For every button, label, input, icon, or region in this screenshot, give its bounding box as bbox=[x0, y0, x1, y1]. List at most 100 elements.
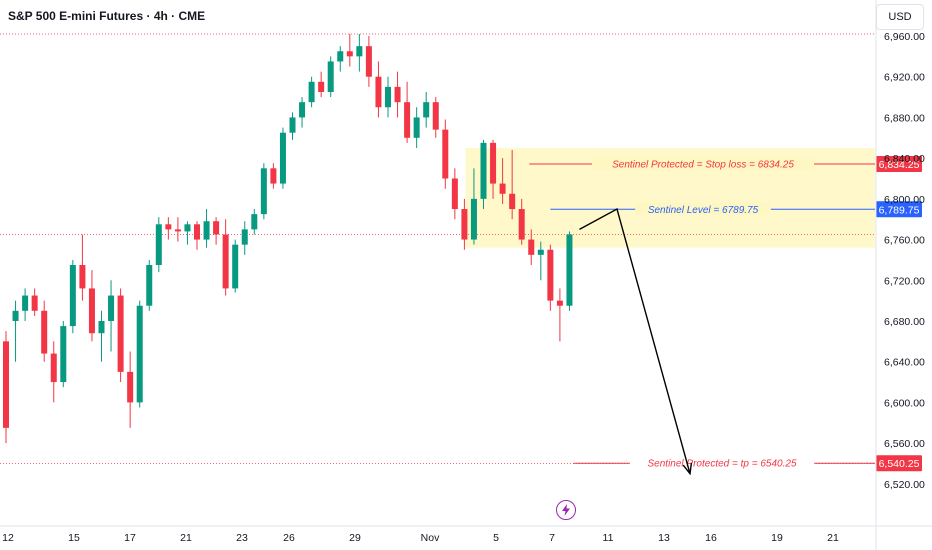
price-tag-text-level: 6,789.75 bbox=[879, 204, 920, 216]
candle-body bbox=[356, 46, 363, 57]
candle-body bbox=[365, 46, 372, 77]
candle-body bbox=[327, 61, 334, 92]
candle-body bbox=[127, 371, 134, 403]
x-tick-label: 12 bbox=[2, 532, 14, 544]
candle-body bbox=[394, 86, 401, 103]
candle-body bbox=[60, 326, 67, 383]
x-tick-label: 11 bbox=[603, 532, 614, 544]
candle-body bbox=[509, 193, 516, 210]
level-label-level: Sentinel Level = 6789.75 bbox=[648, 205, 759, 216]
candle-body bbox=[499, 183, 506, 194]
y-tick-label: 6,680.00 bbox=[884, 316, 925, 328]
candle-body bbox=[413, 117, 420, 138]
candle-body bbox=[547, 249, 554, 301]
candle-body bbox=[461, 209, 468, 240]
candle-body bbox=[194, 224, 200, 240]
candle-body bbox=[451, 178, 458, 210]
candle-body bbox=[480, 142, 487, 199]
candle-body bbox=[184, 224, 191, 232]
x-tick-label: 15 bbox=[68, 532, 80, 544]
level-label-bg bbox=[629, 456, 815, 470]
candle-body bbox=[490, 142, 497, 184]
level-label-bg bbox=[592, 156, 814, 170]
y-tick-label: 6,960.00 bbox=[884, 31, 925, 43]
candle-body bbox=[432, 102, 439, 130]
level-label-bg bbox=[635, 202, 771, 216]
candle-body bbox=[442, 129, 449, 179]
y-tick-label: 6,880.00 bbox=[884, 112, 925, 124]
candle-body bbox=[241, 229, 248, 245]
y-tick-label: 6,560.00 bbox=[884, 438, 925, 450]
candle-body bbox=[203, 221, 210, 240]
x-tick-label: 26 bbox=[283, 532, 295, 544]
projection-arrowhead bbox=[682, 462, 693, 476]
price-tag-text-tp: 6,540.25 bbox=[879, 458, 920, 470]
candle-body bbox=[375, 76, 382, 108]
candle-body bbox=[98, 320, 105, 334]
candle-body bbox=[470, 198, 477, 240]
currency-selector[interactable]: USD bbox=[876, 4, 924, 30]
candle-body bbox=[174, 229, 181, 232]
candle-body bbox=[537, 249, 544, 255]
price-tag-text-stop: 6,834.25 bbox=[879, 159, 920, 171]
y-tick-label: 6,800.00 bbox=[884, 194, 925, 206]
candle-body bbox=[337, 51, 344, 62]
candle-body bbox=[165, 224, 172, 230]
candle-body bbox=[299, 102, 306, 118]
candle-body bbox=[108, 295, 115, 321]
candle-body bbox=[88, 288, 95, 334]
candle-body bbox=[50, 353, 57, 383]
x-tick-label: 19 bbox=[771, 532, 783, 544]
candle-body bbox=[222, 234, 229, 289]
candle-body bbox=[12, 310, 19, 321]
candle-body bbox=[117, 295, 124, 372]
candle-body bbox=[79, 265, 86, 289]
candle-body bbox=[279, 132, 286, 184]
x-tick-label: 29 bbox=[349, 532, 361, 544]
candle-body bbox=[3, 341, 9, 428]
candle-body bbox=[41, 310, 48, 354]
price-tag-level bbox=[876, 201, 922, 218]
level-label-stop: Sentinel Protected = Stop loss = 6834.25 bbox=[612, 159, 794, 170]
candle-body bbox=[385, 86, 391, 108]
candle-body bbox=[136, 305, 143, 403]
price-tag-tp bbox=[876, 455, 922, 472]
candle-body bbox=[528, 239, 535, 255]
y-tick-label: 6,520.00 bbox=[884, 479, 925, 491]
candle-body bbox=[346, 51, 353, 57]
x-tick-label: 21 bbox=[180, 532, 192, 544]
price-tag-stop bbox=[876, 155, 922, 172]
candle-body bbox=[155, 224, 162, 266]
candle-body bbox=[556, 300, 563, 306]
candle-body bbox=[566, 234, 573, 306]
candle-body bbox=[31, 295, 38, 311]
x-tick-label: 16 bbox=[705, 532, 717, 544]
candle-body bbox=[404, 102, 411, 138]
candle-body bbox=[270, 168, 277, 184]
y-tick-label: 6,720.00 bbox=[884, 275, 925, 287]
x-tick-label: Nov bbox=[421, 532, 440, 544]
y-tick-label: 6,640.00 bbox=[884, 357, 925, 369]
candle-body bbox=[518, 209, 525, 240]
candle-body bbox=[232, 244, 239, 289]
candle-body bbox=[213, 221, 220, 235]
candle-body bbox=[146, 265, 153, 306]
x-tick-label: 13 bbox=[658, 532, 670, 544]
x-tick-label: 23 bbox=[236, 532, 248, 544]
candle-body bbox=[423, 102, 430, 118]
candle-body bbox=[251, 214, 258, 230]
candle-body bbox=[69, 265, 76, 327]
lightning-icon[interactable] bbox=[556, 500, 576, 520]
candle-body bbox=[308, 81, 315, 103]
candle-body bbox=[289, 117, 296, 133]
candle-body bbox=[318, 81, 325, 92]
y-tick-label: 6,840.00 bbox=[884, 153, 925, 165]
x-tick-label: 5 bbox=[493, 532, 499, 544]
y-tick-label: 6,600.00 bbox=[884, 397, 925, 409]
y-tick-label: 6,920.00 bbox=[884, 72, 925, 84]
x-tick-label: 17 bbox=[124, 532, 136, 544]
chart-title: S&P 500 E-mini Futures · 4h · CME bbox=[8, 9, 206, 23]
level-label-tp: Sentinel Protected = tp = 6540.25 bbox=[648, 459, 797, 470]
candle-body bbox=[260, 168, 267, 215]
